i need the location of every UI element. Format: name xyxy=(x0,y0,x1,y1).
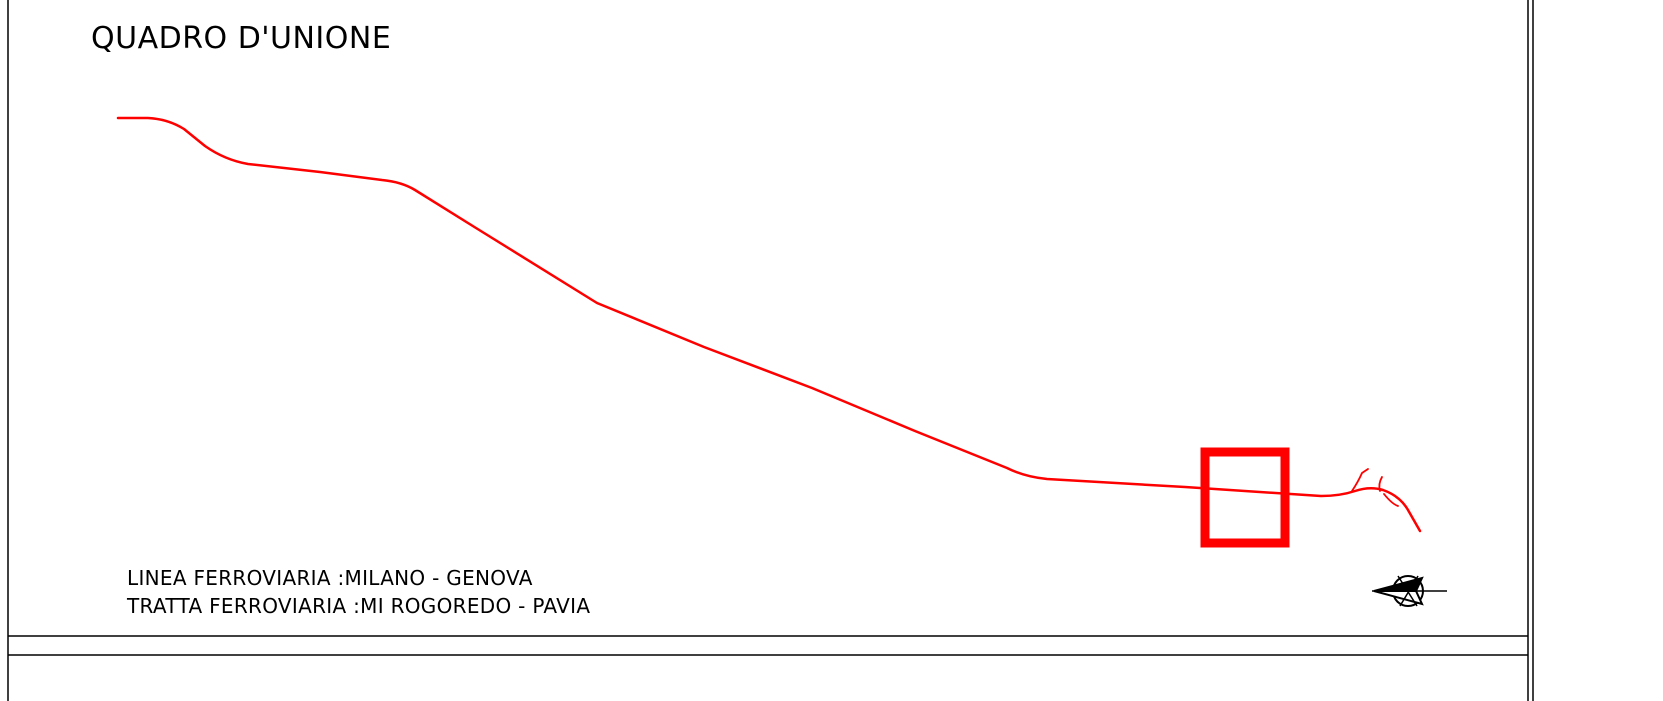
north-arrow-icon xyxy=(1372,575,1447,607)
map-sheet-frame xyxy=(1200,447,1290,548)
railway-section-caption: TRATTA FERROVIARIA :MI ROGOREDO - PAVIA xyxy=(127,594,591,618)
railway-line-caption: LINEA FERROVIARIA :MILANO - GENOVA xyxy=(127,566,533,590)
map-title: QUADRO D'UNIONE xyxy=(91,21,392,56)
railway-branches xyxy=(1351,468,1399,507)
sheet-frame xyxy=(7,0,1534,701)
railway-route xyxy=(116,116,1422,533)
